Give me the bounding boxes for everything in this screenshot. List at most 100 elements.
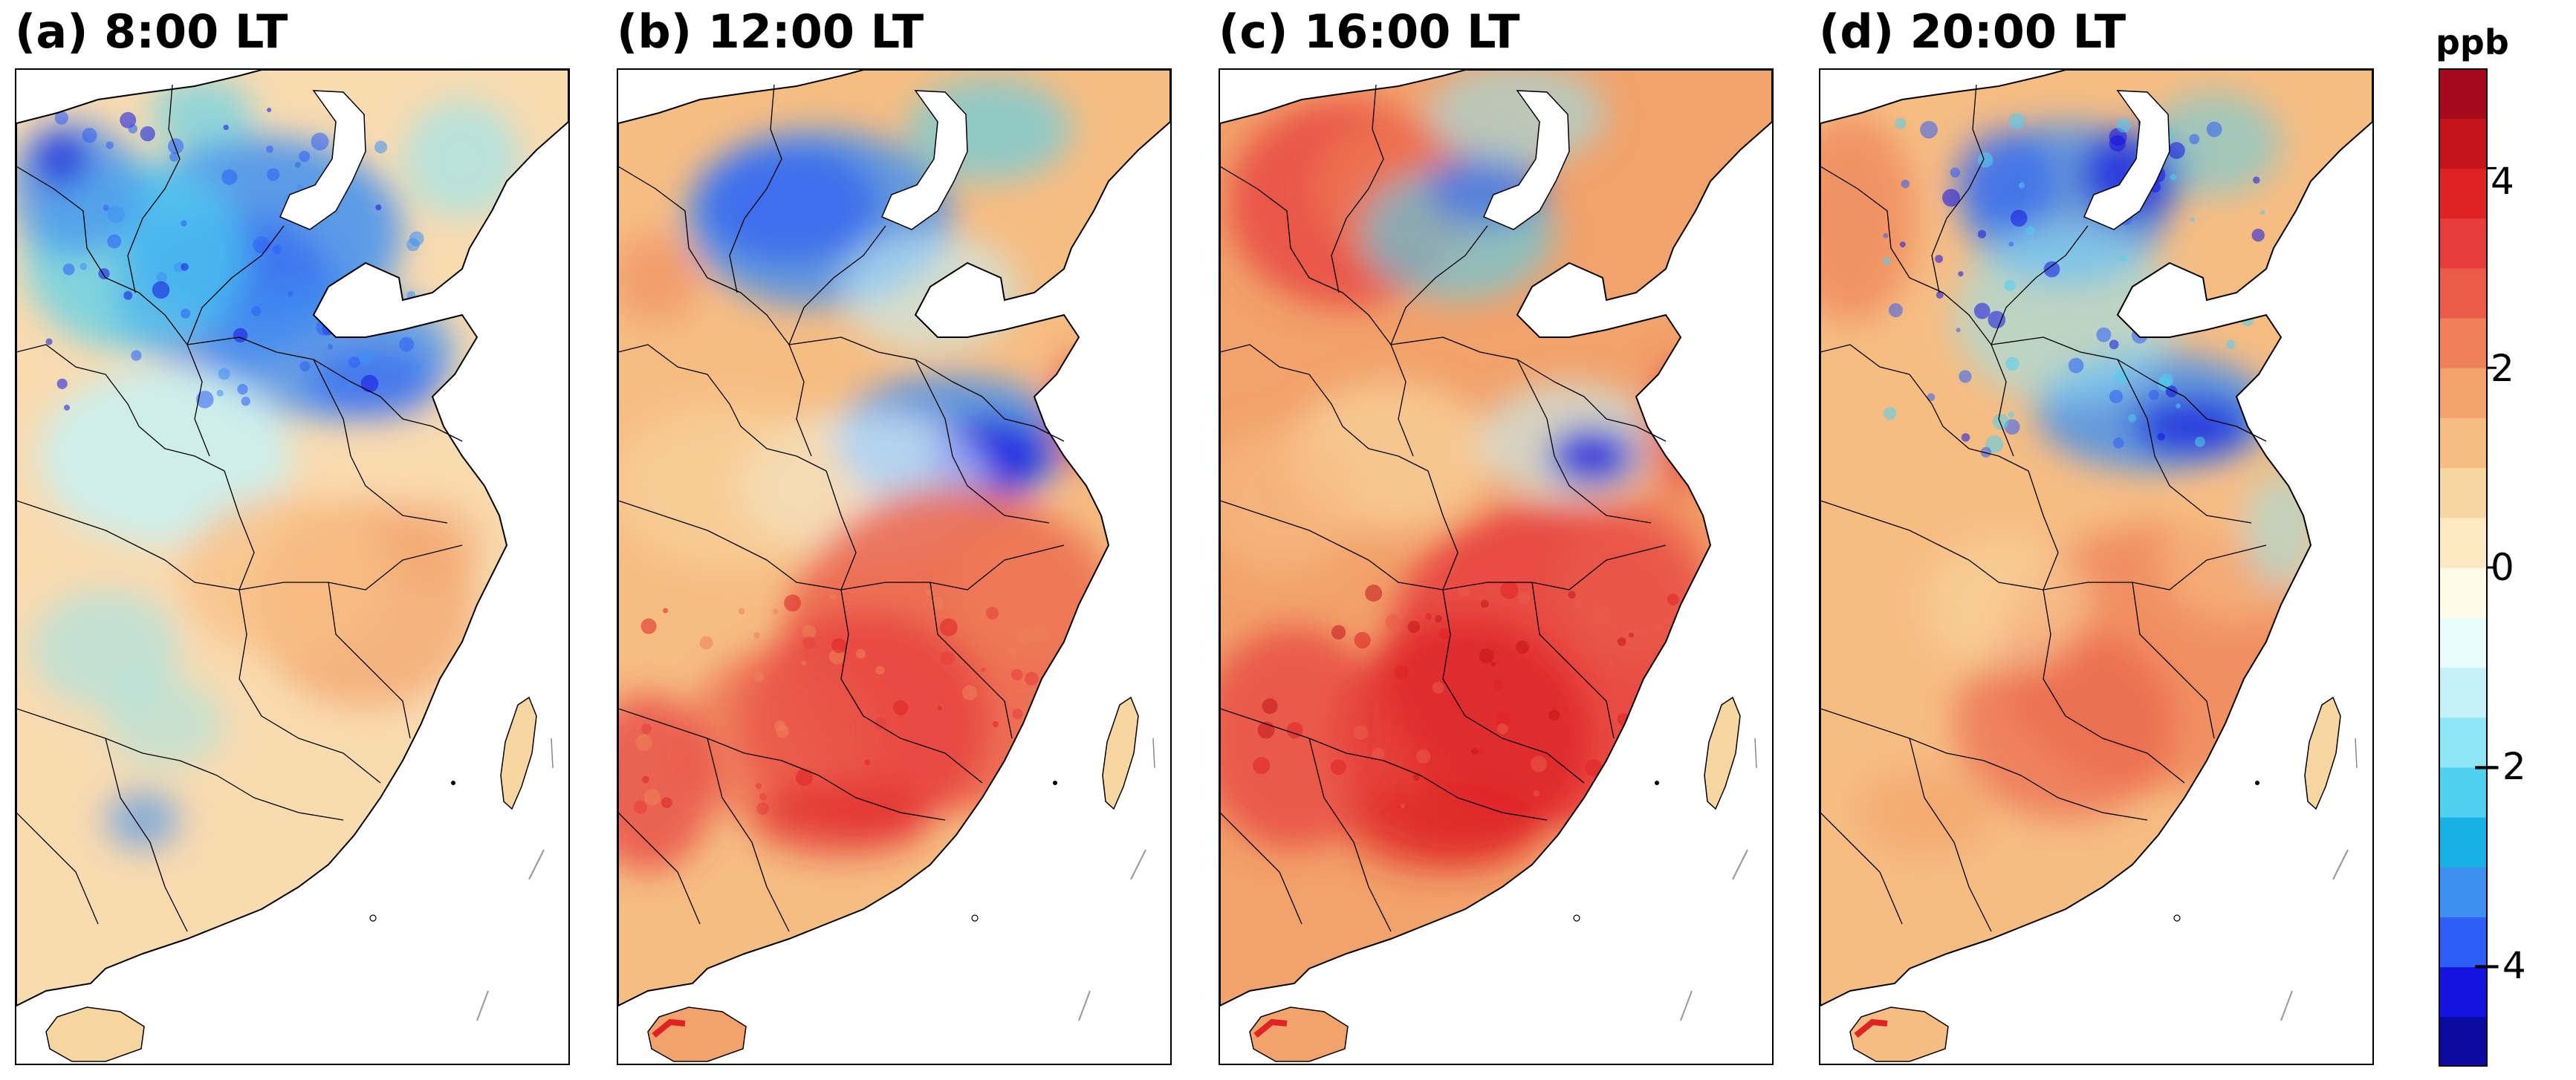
- anomaly-speck: [107, 234, 122, 249]
- province-border: [1991, 336, 2185, 397]
- anomaly-speck: [1286, 722, 1303, 739]
- province-border: [16, 708, 344, 821]
- anomaly-speck: [120, 111, 137, 129]
- panel-title-d: (d) 20:00 LT: [1819, 4, 2126, 59]
- anomaly-speck: [1031, 625, 1049, 643]
- panel-title-b: (b) 12:00 LT: [617, 4, 924, 59]
- anomaly-speck: [753, 671, 765, 683]
- anomaly-speck: [2159, 373, 2173, 387]
- anomaly-speck: [2170, 173, 2177, 180]
- province-border: [2132, 544, 2267, 591]
- anomaly-speck: [2004, 279, 2016, 292]
- anomaly-speck: [107, 205, 125, 224]
- anomaly-patch: [106, 790, 180, 850]
- anomaly-speck: [802, 636, 816, 649]
- anomaly-speck: [1899, 241, 1906, 247]
- province-border: [1931, 84, 1985, 293]
- coastline: [618, 70, 1170, 1007]
- island-marker: [2355, 738, 2358, 769]
- bohai-sea: [1483, 90, 1570, 230]
- anomaly-speck: [1568, 591, 1576, 599]
- anomaly-speck: [875, 666, 885, 675]
- anomaly-speck: [399, 336, 415, 352]
- anomaly-speck: [1010, 669, 1023, 681]
- anomaly-speck: [299, 361, 311, 372]
- anomaly-speck: [864, 759, 871, 766]
- anomaly-speck: [774, 720, 786, 732]
- anomaly-speck: [1515, 640, 1529, 654]
- colorbar-segment: [2439, 417, 2488, 469]
- anomaly-speck: [795, 768, 814, 787]
- anomaly-speck: [357, 299, 365, 308]
- anomaly-speck: [1025, 671, 1039, 686]
- taiwan-island: [2304, 696, 2341, 810]
- anomaly-speck: [2168, 142, 2185, 159]
- anomaly-speck: [1330, 759, 1346, 775]
- province-border: [186, 225, 285, 457]
- anomaly-speck: [1490, 661, 1496, 667]
- anomaly-speck: [1640, 701, 1655, 716]
- colorbar-tick-2: 2: [2491, 347, 2514, 390]
- bohai-sea: [279, 90, 366, 230]
- anomaly-speck: [772, 608, 779, 615]
- anomaly-speck: [937, 706, 942, 711]
- anomaly-patch: [953, 515, 1116, 664]
- anomaly-patch: [1562, 501, 1710, 664]
- anomaly-speck: [1638, 772, 1646, 779]
- anomaly-speck: [409, 231, 424, 247]
- anomaly-speck: [2096, 327, 2112, 342]
- colorbar-segment: [2439, 867, 2488, 917]
- colorbar-unit: ppb: [2436, 22, 2509, 62]
- province-border: [929, 544, 1065, 591]
- anomaly-speck: [661, 797, 672, 809]
- anomaly-speck: [756, 801, 770, 816]
- province-border: [16, 812, 99, 925]
- anomaly-speck: [1262, 698, 1278, 715]
- anomaly-patch: [2147, 92, 2281, 196]
- anomaly-speck: [156, 272, 167, 283]
- anomaly-speck: [296, 183, 303, 191]
- anomaly-speck: [123, 290, 133, 300]
- province-border: [1308, 738, 1392, 932]
- anomaly-speck: [62, 263, 75, 276]
- anomaly-speck: [316, 319, 334, 336]
- anomaly-speck: [287, 290, 293, 297]
- province-border: [2184, 396, 2267, 442]
- province-border: [1220, 166, 1392, 345]
- taiwan-island: [1102, 696, 1139, 810]
- province-border: [2132, 582, 2215, 739]
- anomaly-speck: [2120, 255, 2127, 262]
- anomaly-speck: [1530, 755, 1547, 772]
- anomaly-speck: [1354, 631, 1371, 649]
- province-border: [1820, 344, 2029, 472]
- anomaly-speck: [1901, 179, 1910, 189]
- anomaly-speck: [1048, 768, 1057, 776]
- anomaly-speck: [712, 712, 727, 727]
- anomaly-speck: [241, 397, 250, 406]
- colorbar-segment: [2439, 517, 2488, 568]
- province-border: [16, 500, 328, 591]
- hainan-island: [1849, 1006, 1949, 1062]
- colorbar-segment: [2439, 118, 2488, 169]
- anomaly-speck: [1961, 433, 1970, 442]
- anomaly-speck: [1037, 762, 1053, 778]
- anomaly-patch: [752, 783, 930, 857]
- anomaly-speck: [1935, 255, 1944, 263]
- anomaly-speck: [1037, 694, 1047, 704]
- anomaly-speck: [311, 132, 329, 151]
- province-border: [1442, 589, 1585, 784]
- island-marker: [369, 914, 377, 922]
- anomaly-speck: [831, 638, 847, 654]
- anomaly-speck: [801, 660, 807, 666]
- anomaly-speck: [411, 365, 419, 374]
- anomaly-speck: [1471, 747, 1479, 755]
- province-border: [1331, 84, 1384, 293]
- map-panel-c: [1219, 68, 1774, 1065]
- anomaly-patch: [1220, 627, 1391, 850]
- anomaly-speck: [1493, 680, 1504, 692]
- province-border: [788, 336, 983, 397]
- anomaly-speck: [640, 618, 657, 634]
- anomaly-speck: [802, 625, 817, 639]
- anomaly-speck: [1008, 646, 1016, 655]
- anomaly-patch: [1820, 114, 1917, 322]
